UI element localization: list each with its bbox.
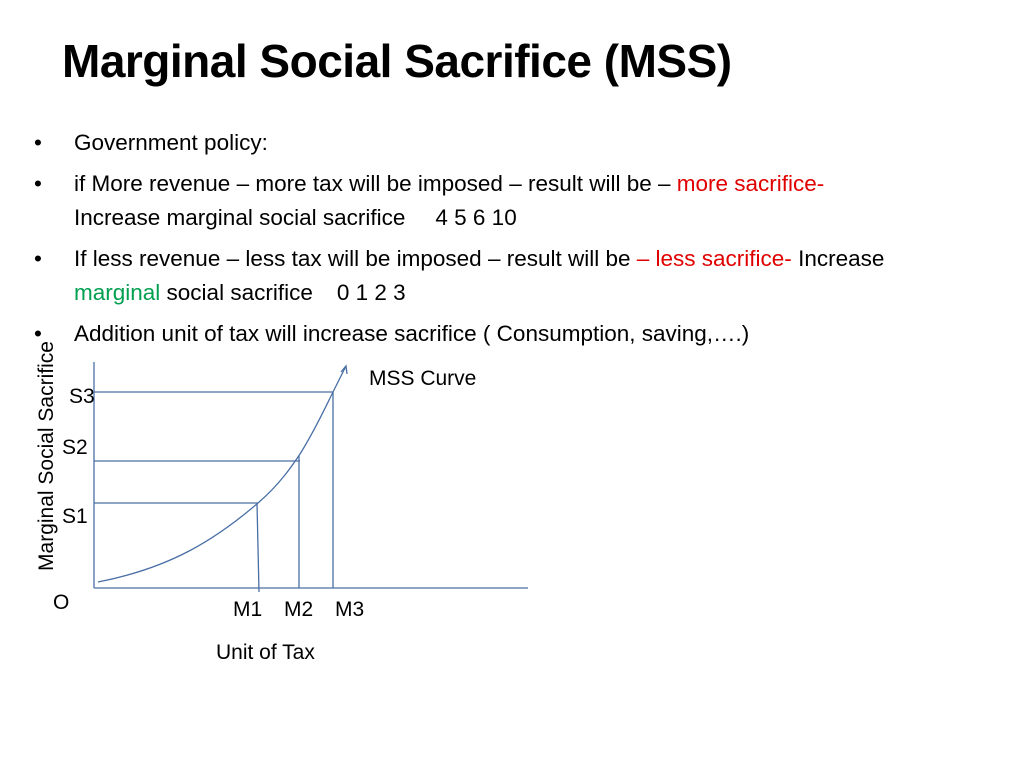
bullet-item: • if More revenue – more tax will be imp… xyxy=(34,167,1014,235)
bullet-dot-icon: • xyxy=(34,130,42,155)
origin-label: O xyxy=(53,591,70,614)
bullet-item: • If less revenue – less tax will be imp… xyxy=(34,242,1014,310)
s1-label: S1 xyxy=(62,505,88,528)
m3-label: M3 xyxy=(335,598,365,621)
highlight-text-green: marginal xyxy=(74,280,161,305)
bullet-text: if More revenue – more tax will be impos… xyxy=(74,171,677,196)
bullet-item: • Government policy: xyxy=(34,126,1014,160)
bullet-text: Government policy: xyxy=(74,130,268,155)
bullet-dot-icon: • xyxy=(34,321,42,346)
m1-label: M1 xyxy=(233,598,263,621)
bullet-list: • Government policy: • if More revenue –… xyxy=(34,126,1014,358)
bullet-dot-icon: • xyxy=(34,246,42,271)
slide-title: Marginal Social Sacrifice (MSS) xyxy=(62,35,732,87)
m2-label: M2 xyxy=(284,598,314,621)
bullet-numbers: 4 5 6 10 xyxy=(435,205,517,230)
m1-guide-line xyxy=(256,502,260,593)
curve-arrow-icon xyxy=(340,364,348,375)
bullet-text: Addition unit of tax will increase sacri… xyxy=(74,321,750,346)
bullet-text: Increase xyxy=(791,246,885,271)
bullet-text: social sacrifice xyxy=(160,280,313,305)
s3-label: S3 xyxy=(69,385,95,408)
highlight-text: more sacrifice- xyxy=(676,171,825,196)
bullet-item: • Addition unit of tax will increase sac… xyxy=(34,317,1014,351)
x-axis-title: Unit of Tax xyxy=(216,641,315,664)
bullet-dot-icon: • xyxy=(34,171,42,196)
bullet-numbers: 0 1 2 3 xyxy=(336,280,406,305)
bullet-text: Increase marginal social sacrifice xyxy=(74,205,406,230)
y-axis-title: Marginal Social Sacrifice xyxy=(35,341,58,571)
bullet-text: If less revenue – less tax will be impos… xyxy=(74,246,637,271)
highlight-text: – less sacrifice- xyxy=(636,246,792,271)
s2-label: S2 xyxy=(62,436,88,459)
mss-curve xyxy=(97,365,347,583)
curve-label: MSS Curve xyxy=(369,367,477,390)
